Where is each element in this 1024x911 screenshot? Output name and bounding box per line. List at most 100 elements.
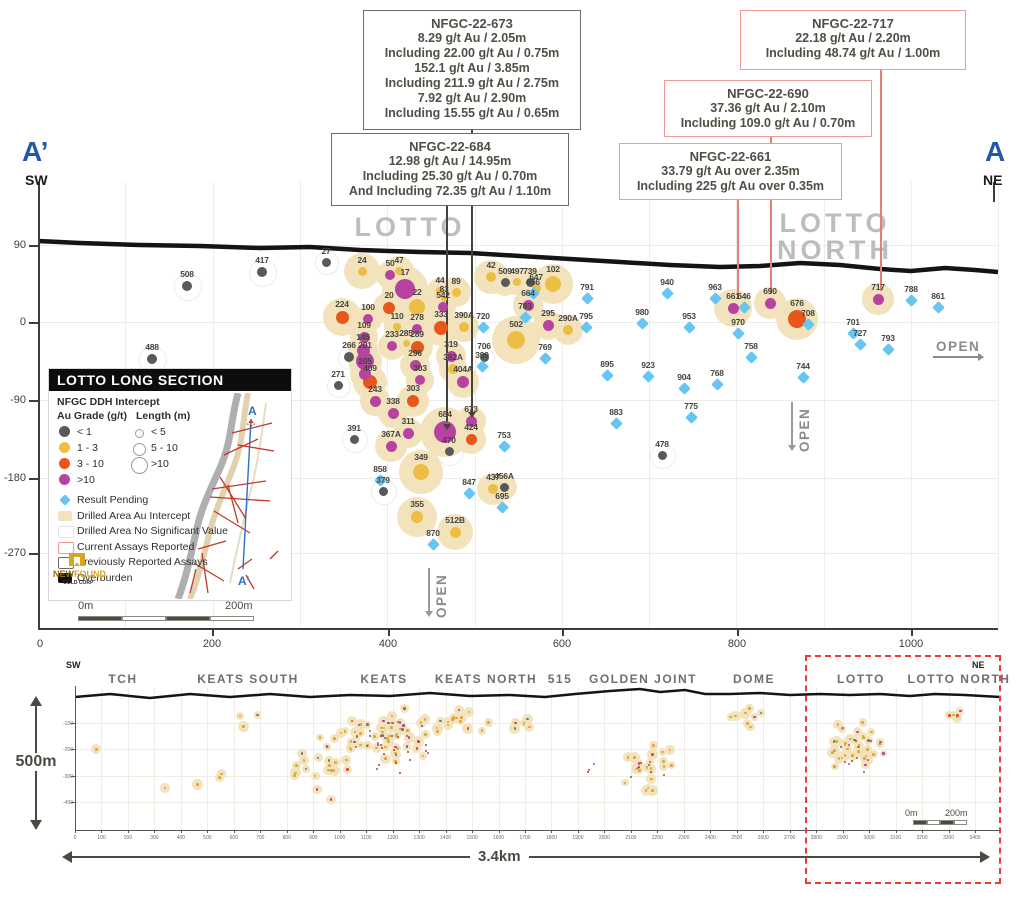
- overview-drill-dot: [840, 727, 844, 731]
- intercept-label: 676: [790, 298, 804, 308]
- open-arrow-line-bottom: [428, 568, 430, 612]
- intercept-dot: [459, 322, 469, 332]
- intercept-label: 512B: [445, 514, 465, 525]
- intercept-label: 424: [464, 421, 478, 432]
- overview-drill-tiny-dot: [380, 746, 383, 749]
- intercept-label: 303: [406, 383, 420, 393]
- intercept-dot: [182, 281, 192, 291]
- overview-x-tick-label: 300: [150, 835, 159, 841]
- assay-callout-nfgc-22-684: NFGC-22-684 12.98 g/t Au / 14.95m Includin…: [331, 133, 569, 206]
- overview-drill-dot: [955, 713, 959, 717]
- intercept-label: 870: [426, 528, 440, 538]
- callout-line: Including 15.55 g/t Au / 0.65m: [384, 106, 560, 120]
- overview-drill-dot: [729, 715, 733, 719]
- intercept-dot: [727, 302, 739, 314]
- overview-drill-dot: [467, 710, 471, 714]
- legend-item-label: Overburden: [77, 571, 133, 584]
- legend-item-label: Current Assays Reported: [77, 540, 195, 553]
- intercept-dot: [147, 354, 157, 364]
- intercept-label: 409: [363, 363, 377, 373]
- callout-line: And Including 72.35 g/t Au / 1.10m: [348, 184, 552, 198]
- overview-drill-tiny-dot: [393, 749, 396, 752]
- callout-line: 12.98 g/t Au / 14.95m: [388, 154, 512, 168]
- intercept-label: 795: [579, 311, 593, 321]
- callout-title: NFGC-22-717: [812, 16, 894, 31]
- overview-drill-tiny-dot: [629, 776, 632, 779]
- overview-gridline-v: [286, 688, 288, 830]
- overview-drill-tiny-dot: [358, 723, 361, 726]
- intercept-label: 390A: [454, 310, 474, 320]
- main-x-tick-label: 800: [727, 638, 747, 650]
- minimap-section-line: [242, 418, 252, 570]
- newfound-logo-icon: [69, 553, 85, 566]
- section-corner-ne: NE: [983, 172, 1003, 188]
- intercept-label: 355: [410, 499, 424, 509]
- legend-beige-swatch: [58, 510, 72, 521]
- overview-gridline-v: [366, 688, 368, 830]
- intercept-dot: [395, 279, 415, 299]
- overview-drill-dot: [399, 727, 402, 731]
- intercept-label: 923: [641, 360, 655, 370]
- overview-zone-label-keats-north: KEATS NORTH: [434, 672, 538, 686]
- overview-drill-dot: [955, 715, 959, 719]
- callout-line: 8.29 g/t Au / 2.05m: [417, 31, 527, 45]
- overview-zone-label-tch: TCH: [108, 672, 138, 686]
- legend-red-box-swatch: [58, 541, 74, 554]
- overview-drill-tiny-dot: [640, 762, 643, 765]
- overview-x-tick: [366, 830, 368, 833]
- overview-drill-tiny-dot: [398, 771, 401, 774]
- overview-drill-tiny-dot: [379, 743, 382, 746]
- overview-drill-dot: [833, 765, 836, 768]
- overview-drill-dot: [746, 722, 750, 725]
- overview-x-tick-label: 1000: [334, 835, 346, 841]
- overview-drill-dot: [864, 763, 867, 767]
- legend-result-pending-icon: [59, 494, 71, 506]
- intercept-dot: [383, 302, 395, 314]
- intercept-label: 470: [442, 434, 456, 445]
- intercept-label: 883: [609, 407, 623, 417]
- intercept-label: 695: [495, 491, 509, 501]
- intercept-label: 768: [710, 368, 724, 378]
- span-arrow-right-head: [980, 851, 990, 863]
- overview-x-tick: [948, 830, 950, 833]
- intercept-label: 509: [498, 265, 512, 276]
- assay-callout-nfgc-22-717: NFGC-22-717 22.18 g/t Au / 2.20m Including…: [740, 10, 966, 70]
- intercept-dot: [522, 299, 534, 311]
- intercept-dot: [788, 310, 806, 328]
- intercept-dot: [412, 324, 422, 334]
- overview-gridline-v: [498, 688, 500, 830]
- overview-drill-dot: [242, 725, 245, 728]
- main-gridline-v: [736, 182, 738, 628]
- intercept-label: 289: [410, 328, 424, 339]
- overview-drill-dot: [744, 711, 747, 715]
- intercept-label: 24: [357, 254, 367, 265]
- minimap-gray-ribbon: [174, 393, 242, 599]
- intercept-label: 391: [347, 422, 361, 433]
- intercept-label: 319: [444, 338, 458, 349]
- overview-x-tick-label: 2700: [784, 835, 796, 841]
- overview-drill-dot: [423, 718, 427, 721]
- legend-length-circle: [134, 428, 144, 438]
- overview-drill-dot: [435, 726, 439, 730]
- main-y-tick-label: -180: [3, 472, 26, 484]
- intercept-dot: [449, 526, 461, 538]
- overview-drill-dot: [386, 737, 389, 740]
- intercept-dot: [413, 464, 429, 480]
- main-gridline-v: [561, 182, 563, 628]
- overview-drill-dot: [405, 729, 409, 733]
- overview-drill-tiny-dot: [376, 741, 379, 744]
- main-gridline-v: [649, 182, 651, 628]
- overview-drill-dot: [339, 731, 343, 735]
- overview-drill-tiny-dot: [375, 768, 378, 771]
- overview-x-tick-label: 100: [97, 835, 106, 841]
- intercept-label: 508: [180, 269, 194, 279]
- overview-drill-dot: [163, 786, 167, 790]
- main-scalebar-segment: [210, 616, 254, 621]
- overview-x-tick-label: 900: [309, 835, 318, 841]
- overview-drill-tiny-dot: [636, 766, 639, 769]
- overview-drill-dot: [662, 765, 666, 768]
- overview-drill-dot: [878, 742, 882, 746]
- overview-drill-dot: [328, 764, 331, 767]
- callout-line: Including 48.74 g/t Au / 1.00m: [765, 46, 941, 60]
